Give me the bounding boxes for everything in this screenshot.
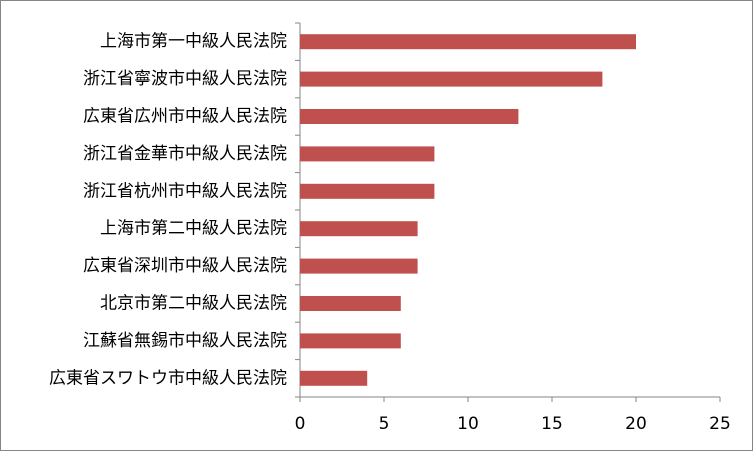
bar	[300, 333, 401, 349]
x-tick-label: 20	[625, 414, 647, 434]
y-tick-label: 浙江省寧波市中級人民法院	[83, 69, 287, 89]
bar	[300, 183, 435, 199]
y-tick-label: 広東省深圳市中級人民法院	[83, 256, 287, 276]
y-tick-label: 浙江省杭州市中級人民法院	[83, 181, 287, 201]
bar	[300, 34, 636, 50]
y-tick-label: 上海市第二中級人民法院	[100, 219, 287, 239]
y-tick-label: 上海市第一中級人民法院	[100, 32, 287, 52]
x-tick-label: 5	[379, 414, 390, 434]
y-tick-label: 江蘇省無錫市中級人民法院	[83, 331, 287, 351]
bar	[300, 109, 519, 124]
bar	[300, 71, 603, 87]
x-tick-label: 25	[709, 414, 731, 434]
bar	[300, 146, 435, 162]
bar	[300, 370, 368, 386]
y-tick-label: 浙江省金華市中級人民法院	[83, 144, 287, 164]
bar	[300, 296, 401, 311]
x-tick-label: 0	[295, 414, 306, 434]
y-tick-label: 広東省スワトウ市中級人民法院	[49, 368, 287, 388]
bar	[300, 258, 418, 274]
x-tick-label: 15	[541, 414, 563, 434]
bar	[300, 221, 418, 237]
y-tick-label: 北京市第二中級人民法院	[100, 294, 287, 314]
x-tick-label: 10	[457, 414, 479, 434]
y-tick-label: 広東省広州市中級人民法院	[83, 107, 287, 127]
